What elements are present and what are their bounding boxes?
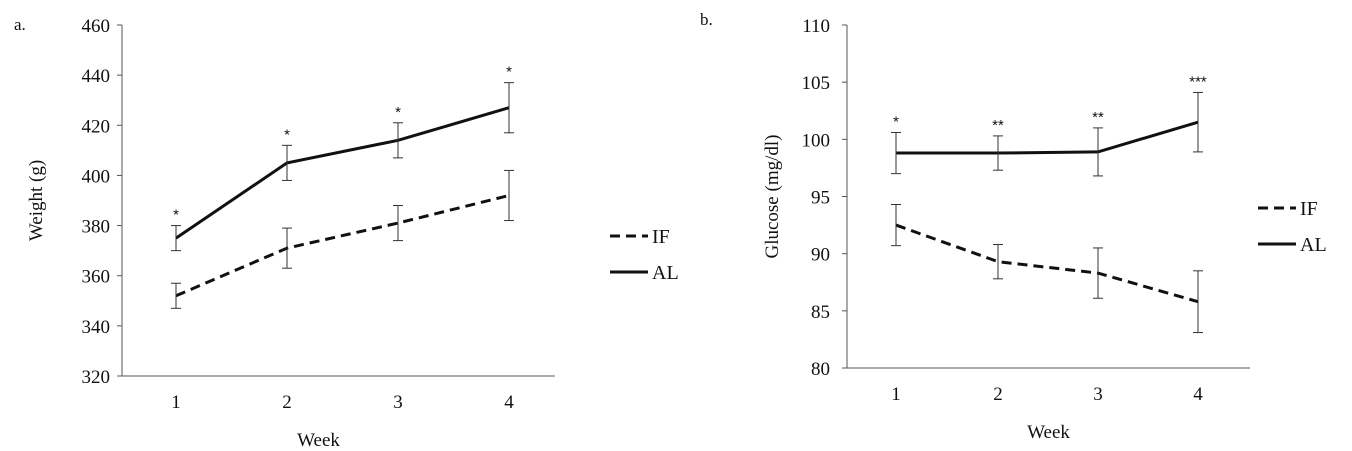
x-tick-label: 1 [891,384,901,405]
legend-label-if: IF [652,226,670,248]
x-axis-title: Week [1027,422,1070,443]
y-tick-label: 420 [82,116,111,137]
series-line-if [175,194,510,298]
x-tick-label: 2 [282,392,292,413]
series-line-al [896,120,1199,155]
panel-a-chart: a. 320 340 360 380 400 420 440 460 1 2 3 4 Week Weight… [14,15,679,451]
significance-marker: * [506,64,512,81]
y-tick-label: 460 [82,16,111,37]
x-tick-label: 4 [504,392,514,413]
x-tick-label: 1 [171,392,181,413]
panel-label: b. [700,10,713,29]
x-tick-label: 4 [1193,384,1203,405]
x-tick-label: 3 [393,392,403,413]
panel-b-chart: b. 80 85 90 95 100 105 110 1 2 3 4 Week Glucose (mg/d… [700,10,1327,443]
significance-marker: * [893,113,899,130]
legend-label-al: AL [652,262,679,284]
series-line-if [895,223,1199,304]
significance-marker: ** [992,117,1004,134]
y-axis-title: Glucose (mg/dl) [762,134,783,258]
significance-marker: *** [1189,73,1207,90]
legend: IF AL [610,226,679,284]
x-axis-title: Week [297,430,340,451]
significance-marker: * [173,207,179,224]
series-if [891,204,1203,334]
y-tick-label: 400 [82,166,111,187]
y-tick-label: 320 [82,367,111,388]
significance-marker: ** [1092,109,1104,126]
significance-marker: * [284,126,290,143]
y-tick-label: 85 [811,302,830,323]
y-axis-title: Weight (g) [26,160,47,241]
y-tick-label: 100 [802,130,831,151]
y-tick-label: 340 [82,317,111,338]
legend-label-if: IF [1300,198,1318,220]
y-tick-label: 95 [811,188,830,209]
y-tick-label: 380 [82,217,111,238]
y-tick-label: 105 [802,73,831,94]
y-tick-label: 80 [811,359,830,380]
y-tick-label: 360 [82,267,111,288]
series-if [171,169,514,309]
y-tick-label: 90 [811,245,830,266]
panel-label: a. [14,15,26,34]
significance-marker: * [395,104,401,121]
y-tick-label: 110 [802,16,830,37]
legend: IF AL [1258,198,1327,256]
series-al [891,91,1203,177]
x-tick-label: 3 [1093,384,1103,405]
x-tick-label: 2 [993,384,1003,405]
series-al [171,82,514,252]
legend-label-al: AL [1300,234,1327,256]
y-tick-label: 440 [82,66,111,87]
series-line-al [175,106,510,240]
